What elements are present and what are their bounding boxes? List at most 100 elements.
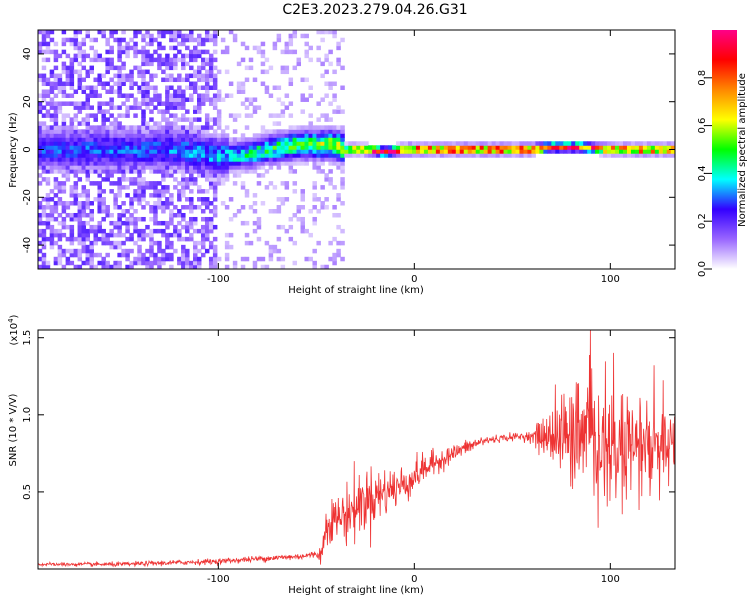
- spectrogram-cell: [336, 149, 341, 154]
- spectrogram-cell: [89, 153, 94, 158]
- spectrogram-cell: [61, 65, 67, 71]
- spectrogram-cell: [244, 232, 250, 238]
- spectrogram-cell: [611, 141, 616, 146]
- spectrogram-cell: [308, 141, 313, 146]
- spectrogram-cell: [61, 173, 67, 178]
- spectrogram-cell: [117, 145, 122, 150]
- spectrogram-cell: [252, 133, 258, 138]
- spectrogram-cell: [189, 97, 194, 102]
- spectrogram-cell: [332, 256, 337, 262]
- spectrogram-cell: [157, 145, 162, 150]
- spectrogram-cell: [49, 97, 55, 102]
- spectrogram-cell: [165, 201, 170, 206]
- spectrogram-cell: [272, 209, 278, 214]
- spectrogram-cell: [189, 145, 194, 150]
- spectrogram-cell: [121, 65, 126, 71]
- spectrogram-cell: [336, 240, 341, 246]
- spectrogram-cell: [117, 189, 122, 194]
- spectrogram-cell: [212, 256, 218, 262]
- spectrogram-cell: [507, 149, 513, 154]
- spectrogram-cell: [200, 252, 206, 258]
- spectrogram-cell: [89, 37, 94, 43]
- spectrogram-cell: [153, 252, 158, 258]
- spectrogram-cell: [113, 205, 118, 210]
- spectrogram-cell: [85, 33, 91, 39]
- spectrogram-cell: [73, 161, 79, 166]
- spectrogram-cell: [169, 240, 174, 246]
- spectrogram-cell: [511, 149, 516, 154]
- spectrogram-cell: [232, 149, 238, 154]
- spectrogram-cell: [129, 133, 134, 138]
- spectrogram-cell: [200, 129, 206, 134]
- spectrogram-cell: [141, 189, 146, 194]
- spectrogram-cell: [177, 125, 182, 130]
- spectrogram-cell: [193, 177, 198, 182]
- spectrogram-cell: [284, 105, 290, 110]
- spectrogram-cell: [145, 53, 150, 59]
- spectrogram-cell: [216, 97, 222, 102]
- spectrogram-cell: [161, 61, 166, 67]
- spectrogram-cell: [49, 113, 55, 118]
- spectrogram-cell: [300, 161, 305, 166]
- spectrogram-cell: [185, 45, 190, 51]
- spectrogram-cell: [256, 181, 262, 186]
- spectrogram-cell: [177, 89, 182, 94]
- spectrogram-cell: [38, 232, 43, 238]
- spectrogram-cell: [169, 153, 174, 158]
- spectrogram-cell: [276, 209, 282, 214]
- spectrogram-cell: [121, 125, 126, 130]
- spectrogram-cell: [113, 264, 118, 269]
- spectrogram-cell: [125, 113, 130, 118]
- spectrogram-cell: [117, 89, 122, 94]
- spectrogram-cell: [431, 145, 437, 150]
- spectrogram-cell: [61, 181, 67, 186]
- spectrogram-cell: [173, 137, 178, 142]
- spectrogram-cell: [248, 113, 254, 118]
- spectrogram-cell: [515, 149, 520, 154]
- page-title: C2E3.2023.279.04.26.G31: [282, 2, 468, 18]
- spectrogram-cell: [165, 240, 170, 246]
- spectrogram-cell: [65, 256, 71, 262]
- spectrogram-cell: [109, 145, 114, 150]
- spectrogram-cell: [101, 232, 106, 238]
- spectrogram-cell: [252, 141, 258, 146]
- spectrogram-cell: [157, 129, 162, 134]
- spectrogram-cell: [38, 240, 43, 246]
- spectrogram-cell: [49, 30, 55, 35]
- spectrogram-cell: [153, 73, 158, 79]
- spectrogram-cell: [57, 220, 63, 226]
- spectrogram-cell: [224, 205, 230, 210]
- spectrogram-cell: [240, 81, 246, 87]
- spectrogram-cell: [272, 161, 278, 166]
- spectrogram-cell: [348, 149, 353, 154]
- spectrogram-cell: [364, 149, 369, 154]
- spectrogram-cell: [117, 133, 122, 138]
- spectrogram-cell: [515, 153, 520, 158]
- spectrogram-cell: [435, 149, 441, 154]
- spectrogram-cell: [268, 161, 274, 166]
- spectrogram-cell: [57, 81, 63, 87]
- spectrogram-cell: [204, 69, 210, 75]
- spectrogram-cell: [197, 37, 202, 43]
- spectrogram-cell: [658, 153, 664, 158]
- spectrogram-cell: [61, 209, 67, 214]
- spectrogram-cell: [646, 141, 652, 146]
- spectrogram-cell: [328, 49, 333, 55]
- spectrogram-cell: [328, 149, 333, 154]
- spectrogram-cell: [153, 209, 158, 214]
- spectrogram-cell: [53, 228, 59, 234]
- snr-y-tick-label: 1.5: [22, 330, 33, 346]
- spectrogram-cell: [296, 141, 302, 146]
- spectrogram-cell: [204, 189, 210, 194]
- spectrogram-cell: [145, 149, 150, 154]
- spectrogram-cell: [77, 149, 83, 154]
- spectrogram-cell: [288, 81, 294, 87]
- spectrogram-cell: [125, 256, 130, 262]
- spectrogram-cell: [53, 113, 59, 118]
- spectrogram-cell: [169, 133, 174, 138]
- spectrogram-cell: [185, 197, 190, 202]
- spectrogram-cell: [268, 145, 274, 150]
- spectrogram-cell: [38, 133, 43, 138]
- spectrogram-cell: [332, 157, 337, 162]
- spectrogram-cell: [280, 49, 286, 55]
